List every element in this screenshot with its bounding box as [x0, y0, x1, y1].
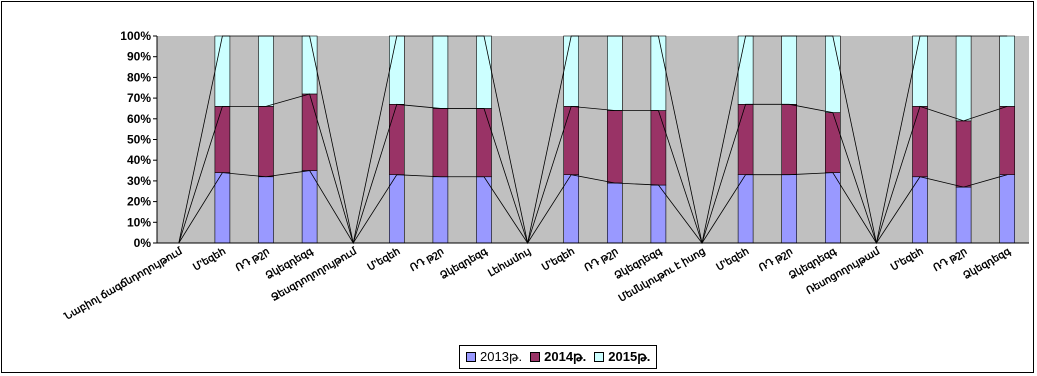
series-line-2014 [178, 93, 1008, 245]
bar-segment-2014-19 [999, 106, 1016, 175]
x-category-label: Լեհամույ [486, 245, 533, 279]
bar-segment-2013-7 [476, 176, 492, 244]
y-tick-label: 20% [127, 195, 151, 209]
y-tick-label: 60% [127, 112, 151, 126]
bar-segment-2014-3 [301, 93, 318, 171]
bar-segment-2013-5 [388, 174, 405, 244]
bar-segment-2014-7 [476, 108, 492, 178]
legend-label-2014: 2014թ. [544, 349, 587, 364]
bar-segment-2014-11 [650, 110, 667, 186]
bar-segment-2015-14 [781, 35, 798, 105]
bar-segment-2014-10 [606, 110, 623, 184]
bar-segment-2015-11 [650, 35, 667, 111]
y-tick-label: 30% [127, 174, 151, 188]
series-line-2013 [178, 170, 1008, 244]
bar-segment-2015-19 [999, 35, 1016, 107]
bar-segment-2014-18 [955, 120, 972, 188]
bar-segment-2015-1 [214, 35, 231, 107]
x-category-label: Նաբիոլ ճագճնդողույթում [62, 246, 185, 323]
x-category-label: Մ'եզեհ [889, 245, 926, 273]
bar-segment-2013-18 [955, 186, 972, 244]
y-tick-label: 40% [127, 153, 151, 167]
bar-segment-2015-17 [912, 35, 928, 107]
y-tick-label: 10% [127, 215, 151, 229]
x-category-label: Ձկեզդեզգ [438, 246, 489, 282]
bar-segment-2015-5 [388, 35, 405, 105]
legend-swatch-2014 [530, 352, 541, 362]
bar-segment-2013-6 [432, 176, 449, 244]
legend-item-2014: 2014թ. [530, 349, 586, 365]
bar-segment-2015-13 [737, 35, 754, 105]
legend-label-2015: 2015թ. [608, 349, 651, 364]
bar-segment-2014-6 [432, 108, 449, 178]
y-axis: 0% 10% 20% 30% 40% 50% 60% 70% 80% 90% 100% [120, 29, 158, 250]
bar-segment-2013-17 [912, 176, 928, 244]
bar-segment-2013-1 [214, 172, 231, 244]
x-category-label: ՌԴ թշր [757, 246, 794, 274]
x-category-label: ՌԴ թշր [583, 246, 620, 274]
x-category-label: Ձկեզդեզգ [962, 246, 1013, 282]
bar-segment-2013-2 [258, 176, 274, 244]
series-line-2015 [178, 35, 1008, 244]
bar-segment-2015-15 [824, 35, 841, 113]
x-category-label: ՌԴ թշր [408, 246, 445, 274]
legend-item-2015: 2015թ. [594, 349, 650, 365]
y-tick-label: 90% [127, 50, 151, 64]
legend-swatch-2015 [594, 352, 605, 362]
legend: 2013թ. 2014թ. 2015թ. [459, 345, 658, 369]
x-category-label: Ռեսոցողույթամ [805, 246, 883, 297]
bar-segment-2014-14 [781, 104, 798, 175]
legend-swatch-2013 [466, 352, 476, 362]
series-lines [178, 35, 1008, 245]
bar-segment-2014-2 [258, 106, 274, 178]
x-category-label: Մ'եզեհ [714, 245, 751, 273]
bar-segment-2015-10 [606, 35, 623, 111]
x-category-label: Մ'եզեհ [540, 245, 577, 273]
bar-segment-2014-9 [563, 106, 580, 175]
y-tick-label: 70% [127, 91, 151, 105]
legend-item-2013: 2013թ. [466, 349, 522, 365]
bar-segment-2013-3 [301, 170, 318, 244]
bar-segment-2013-15 [824, 172, 841, 244]
bars [214, 35, 1016, 244]
x-axis: Նաբիոլ ճագճնդողույթում Մ'եզեհ ՌԴ թշրՁկեզդե… [62, 242, 1029, 323]
bar-segment-2015-3 [301, 35, 318, 95]
bar-segment-2015-9 [563, 35, 580, 107]
y-tick-label: 50% [127, 133, 151, 147]
bar-segment-2014-5 [388, 104, 405, 175]
bar-segment-2014-17 [912, 106, 928, 178]
y-tick-label: 0% [134, 236, 152, 250]
x-category-label: ՌԴ թշր [234, 246, 271, 274]
bar-segment-2015-7 [476, 35, 492, 109]
x-category-label: Մ'եզեհ [191, 245, 228, 273]
bar-segment-2015-18 [955, 35, 972, 122]
x-category-label: Մ'եզեհ [365, 245, 402, 273]
bar-segment-2013-14 [781, 174, 798, 244]
y-tick-label: 100% [120, 29, 151, 43]
bar-segment-2014-15 [824, 112, 841, 173]
bar-segment-2013-11 [650, 184, 667, 244]
bar-segment-2015-6 [432, 35, 449, 109]
y-tick-label: 80% [127, 70, 151, 84]
bar-segment-2014-1 [214, 106, 231, 173]
x-category-label: ՌԴ թշր [932, 246, 969, 274]
bar-segment-2013-19 [999, 174, 1016, 244]
bar-segment-2013-9 [563, 174, 580, 244]
legend-label-2013: 2013թ. [480, 349, 523, 364]
bar-segment-2013-13 [737, 174, 754, 244]
bar-segment-2015-2 [258, 35, 274, 107]
bar-segment-2013-10 [606, 182, 623, 244]
bar-segment-2014-13 [737, 104, 754, 175]
